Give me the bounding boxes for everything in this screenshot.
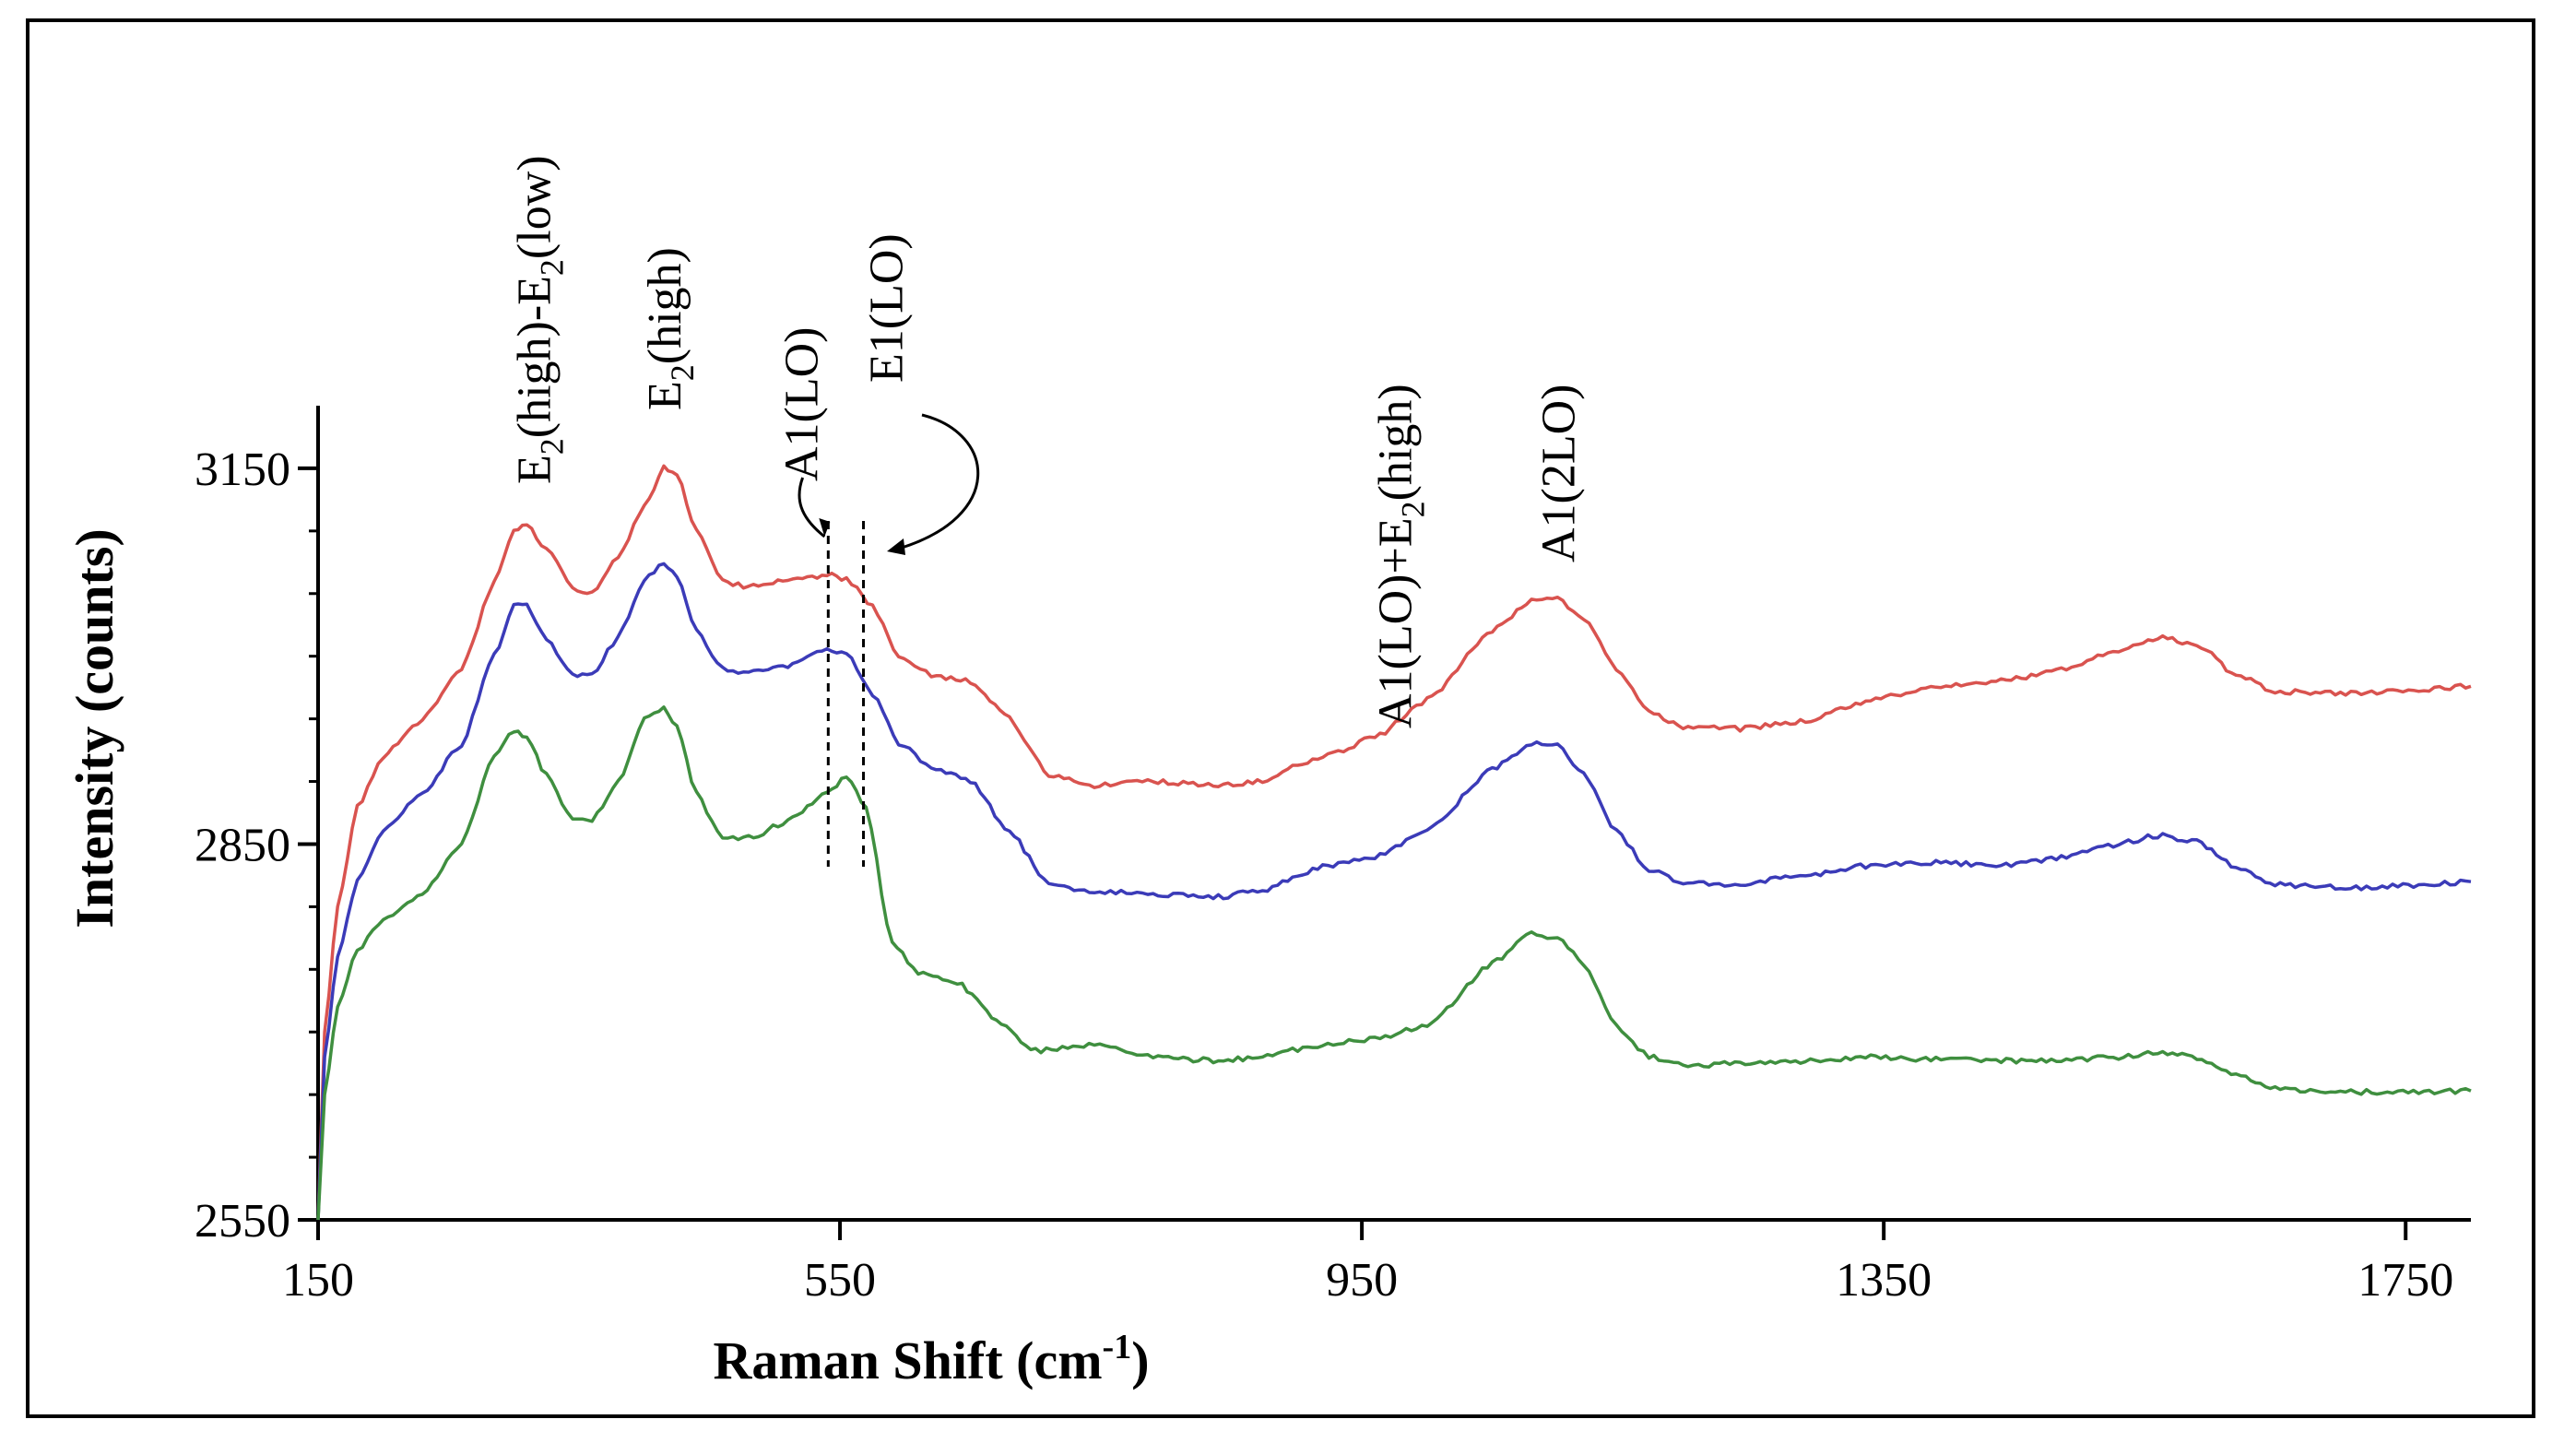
- peak-label-text: E: [509, 455, 561, 484]
- a1-lo-arrow: [798, 477, 826, 538]
- peak-label-text: A1(LO): [776, 326, 829, 481]
- y-tick-label: 3150: [195, 444, 290, 496]
- peak-label-text: A1(2LO): [1532, 384, 1585, 562]
- peak-label-subscript: 2: [534, 438, 571, 455]
- peak-label-a1-2lo: A1(2LO): [1532, 384, 1585, 562]
- x-axis-title-close: ): [1131, 1331, 1149, 1390]
- x-tick-label: 1750: [2357, 1254, 2453, 1307]
- peak-label-text: (low): [509, 155, 561, 259]
- y-tick-label: 2550: [195, 1195, 290, 1248]
- axes: 150 550 950 1350 1750 2550 2850 3150: [195, 406, 2471, 1307]
- peak-label-a1-lo: A1(LO): [776, 326, 829, 481]
- x-tick-label: 1350: [1836, 1254, 1932, 1307]
- peak-label-a1-lo-e2: A1(LO)+E2(high): [1370, 384, 1432, 728]
- series-line-c: [316, 705, 2472, 1221]
- series-layer: (b) 3% H2 in N2(a) N2(c) Zero air: [316, 464, 2472, 1221]
- peak-label-text: E: [639, 381, 691, 410]
- x-axis-title: Raman Shift (cm-1): [713, 1328, 1149, 1390]
- peak-label-e2-diff: E2(high)-E2(low): [509, 155, 571, 484]
- peak-label-e2-high: E2(high): [639, 247, 701, 410]
- e1-lo-arrow: [898, 413, 980, 550]
- series-line-b: [316, 464, 2472, 1221]
- y-axis-title: Intensity (counts): [65, 528, 124, 928]
- peak-label-subscript: 2: [664, 364, 701, 381]
- x-axis-title-superscript: -1: [1103, 1328, 1132, 1366]
- e1-lo-arrowhead: [887, 538, 905, 555]
- peak-label-text: E1(LO): [861, 233, 914, 383]
- figure-frame: [26, 18, 2535, 1418]
- peak-label-text: (high): [639, 247, 691, 364]
- peak-label-subscript: 2: [534, 259, 571, 276]
- x-tick-label: 950: [1326, 1254, 1398, 1307]
- y-tick-label: 2850: [195, 819, 290, 871]
- peak-label-text: (high)-E: [509, 276, 561, 438]
- peak-label-text: (high): [1370, 384, 1423, 501]
- x-axis-title-main: Raman Shift (cm: [713, 1331, 1102, 1390]
- peak-label-subscript: 2: [1395, 501, 1432, 517]
- annotation-layer: E2(high)-E2(low)E2(high)A1(LO)E1(LO)A1(L…: [509, 155, 1585, 867]
- peak-label-e1-lo: E1(LO): [861, 233, 914, 383]
- x-tick-label: 550: [804, 1254, 876, 1307]
- x-tick-label: 150: [282, 1254, 354, 1307]
- series-line-a: [316, 562, 2472, 1221]
- a1-lo-arrowhead: [819, 518, 831, 537]
- peak-label-text: A1(LO)+E: [1370, 517, 1423, 728]
